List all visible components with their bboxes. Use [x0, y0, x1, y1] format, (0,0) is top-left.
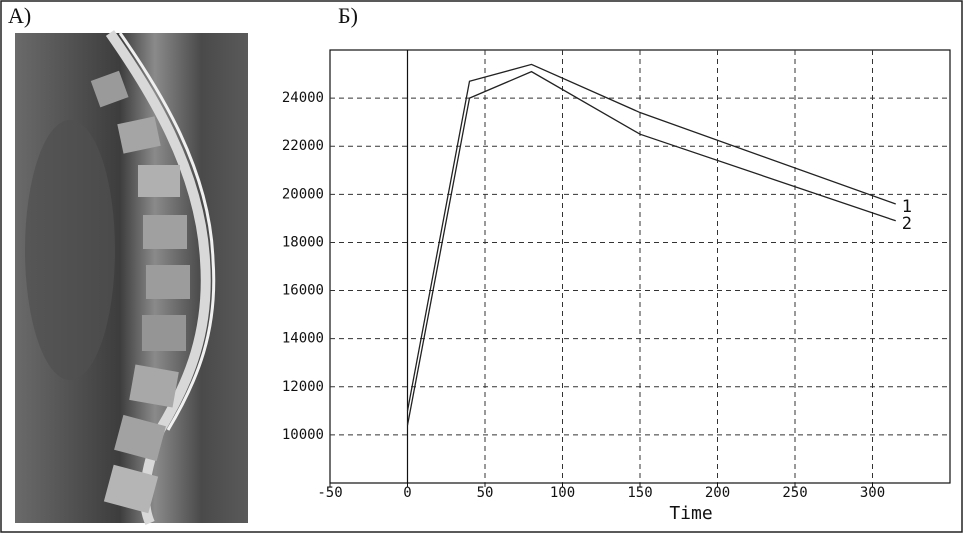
series-line [406, 70, 896, 426]
y-tick-label: 12000 [282, 379, 324, 395]
y-tick-label: 24000 [282, 90, 324, 106]
mri-image [15, 30, 248, 525]
panel-label: Б) [338, 3, 358, 28]
series-label: 2 [902, 214, 912, 234]
panel-label: А) [8, 3, 31, 28]
y-tick-label: 14000 [282, 331, 324, 347]
x-tick-label: 300 [860, 485, 885, 501]
x-axis-label: Time [669, 503, 712, 524]
y-tick-label: 10000 [282, 427, 324, 443]
x-tick-label: 0 [403, 485, 411, 501]
x-tick-label: 250 [782, 485, 807, 501]
x-tick-label: 50 [477, 485, 494, 501]
x-tick-label: -50 [317, 485, 342, 501]
y-tick-label: 22000 [282, 138, 324, 154]
series-line [406, 63, 896, 411]
x-tick-label: 200 [705, 485, 730, 501]
y-tick-label: 16000 [282, 283, 324, 299]
y-tick-label: 20000 [282, 186, 324, 202]
y-tick-label: 18000 [282, 234, 324, 250]
x-tick-label: 150 [627, 485, 652, 501]
series-label: 1 [902, 197, 912, 217]
x-tick-label: 100 [550, 485, 575, 501]
